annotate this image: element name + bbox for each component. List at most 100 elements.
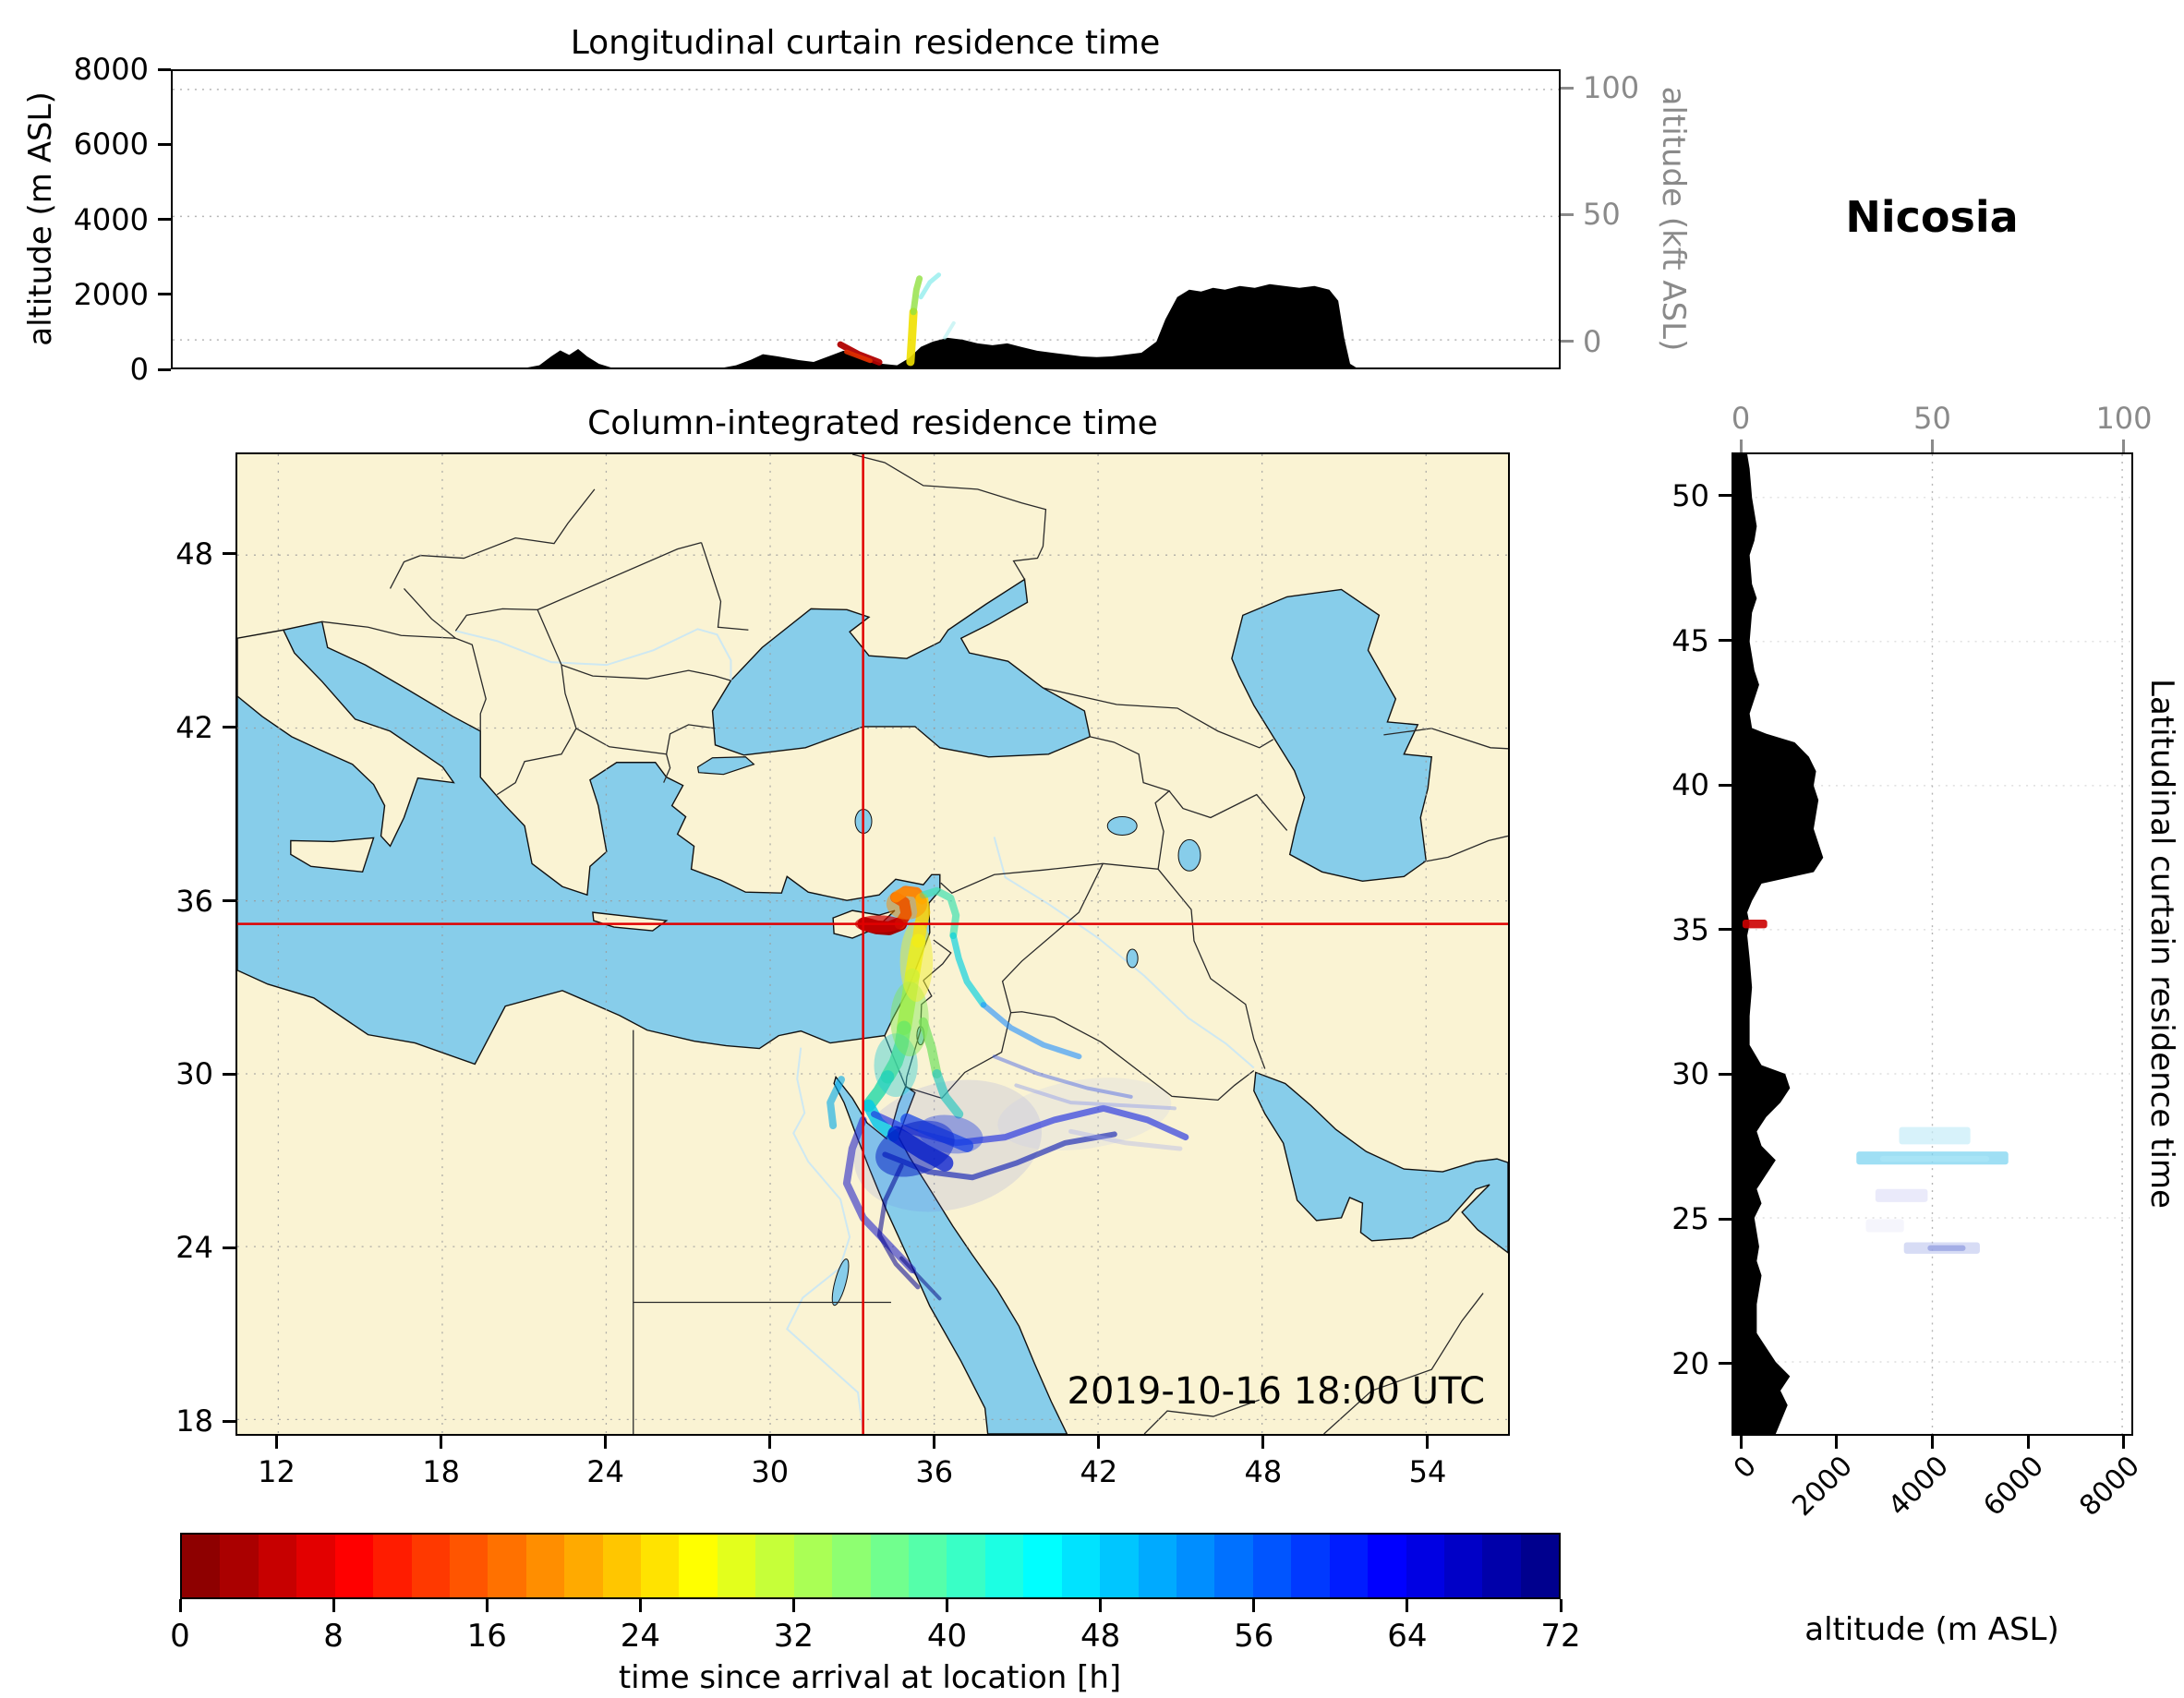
country-border — [454, 608, 562, 666]
tick-mark — [1719, 639, 1732, 643]
tick-label: 30 — [751, 1454, 790, 1489]
tick-mark — [1406, 1599, 1409, 1612]
country-border — [1423, 835, 1508, 862]
tick-label: 48 — [1244, 1454, 1283, 1489]
colorbar-segment — [1443, 1535, 1483, 1597]
tick-mark — [223, 1072, 235, 1076]
country-border — [905, 1011, 1255, 1102]
colorbar-segment — [564, 1535, 603, 1597]
tick-mark — [1426, 1436, 1430, 1449]
plume-patch — [1899, 1126, 1971, 1145]
tick-mark — [1719, 494, 1732, 498]
tick-label: 30 — [1671, 1056, 1709, 1092]
tick-mark — [1719, 1362, 1732, 1366]
colorbar-segment — [984, 1535, 1024, 1597]
colorbar-segment — [717, 1535, 756, 1597]
colorbar-segment — [373, 1535, 412, 1597]
tick-mark — [1835, 1436, 1839, 1449]
colorbar-segment — [182, 1535, 221, 1597]
country-border — [1001, 863, 1104, 1013]
tick-mark — [791, 1599, 795, 1612]
colorbar-label: time since arrival at location [h] — [618, 1659, 1122, 1696]
colorbar-segment — [832, 1535, 871, 1597]
land-italy — [237, 629, 455, 848]
plume-track — [899, 1256, 942, 1301]
country-border — [1371, 1293, 1484, 1391]
country-border — [1168, 790, 1288, 831]
tick-label: 16 — [466, 1618, 507, 1655]
plume-streak — [910, 275, 923, 316]
map-title: Column-integrated residence time — [587, 404, 1158, 442]
tick-mark — [1561, 212, 1574, 216]
colorbar-segment — [525, 1535, 565, 1597]
tick-label: 18 — [175, 1403, 213, 1439]
tick-mark — [440, 1436, 443, 1449]
tick-label: 35 — [1671, 911, 1709, 947]
plume-blob — [875, 1120, 955, 1177]
lat-panel-xlabel: altitude (m ASL) — [1804, 1611, 2059, 1648]
plume-streak — [918, 272, 942, 300]
country-border — [321, 620, 487, 731]
colorbar-segment — [793, 1535, 833, 1597]
plume-track — [919, 886, 960, 940]
longitudinal-curtain-panel — [171, 69, 1561, 369]
tick-label: 64 — [1387, 1618, 1428, 1655]
tick-label: 24 — [175, 1230, 213, 1266]
plume-track — [992, 1054, 1133, 1099]
tick-mark — [223, 1246, 235, 1249]
plume-track — [949, 932, 987, 1008]
tick-mark — [1561, 340, 1574, 343]
tick-mark — [1252, 1599, 1256, 1612]
tick-label: 50 — [1671, 477, 1709, 513]
lake-urmia — [1177, 838, 1201, 872]
tick-label: 48 — [175, 536, 213, 572]
country-border — [663, 753, 671, 783]
colorbar-segment — [1176, 1535, 1215, 1597]
sea-persian-gulf — [1253, 1071, 1508, 1254]
tick-mark — [1739, 440, 1743, 452]
colorbar-segment — [602, 1535, 642, 1597]
tick-mark — [1719, 783, 1732, 787]
tick-label: 8000 — [73, 52, 149, 87]
tick-label: 0 — [1583, 323, 1602, 359]
river-nile — [786, 1047, 865, 1434]
tick-label: 50 — [1583, 197, 1621, 233]
tick-label: 2000 — [73, 276, 149, 312]
plume-patch — [1927, 1245, 1966, 1251]
plume-track — [932, 1068, 964, 1119]
tick-label: 36 — [915, 1454, 954, 1489]
country-border — [1143, 1399, 1261, 1434]
plume-track — [1068, 1128, 1183, 1151]
plume-track — [1014, 1083, 1176, 1111]
map-panel — [235, 452, 1510, 1436]
tick-mark — [1561, 86, 1574, 90]
plume-blob — [918, 1114, 983, 1154]
country-borders — [321, 454, 1508, 1434]
country-border — [1383, 728, 1508, 750]
tick-mark — [223, 899, 235, 902]
plume-patch — [1742, 919, 1768, 929]
plume-streak — [906, 307, 918, 367]
terrain-profile-latitudinal — [1733, 454, 1824, 1434]
tick-label: 56 — [1234, 1618, 1274, 1655]
colorbar-segment — [641, 1535, 680, 1597]
country-border — [389, 488, 596, 589]
plume-track — [980, 1002, 1082, 1060]
country-border — [700, 542, 749, 631]
tick-mark — [1099, 1599, 1103, 1612]
lake-tharthar — [1126, 948, 1139, 969]
tick-label: 100 — [1583, 70, 1640, 106]
tick-mark — [332, 1599, 335, 1612]
tick-label: 0 — [129, 352, 149, 387]
tick-label: 4000 — [73, 201, 149, 237]
tick-label: 50 — [1913, 401, 1951, 436]
tick-mark — [178, 1599, 182, 1612]
tick-label: 12 — [258, 1454, 296, 1489]
tick-label: 30 — [175, 1056, 213, 1092]
tick-mark — [2026, 1436, 2030, 1449]
tick-mark — [604, 1436, 608, 1449]
tick-label: 45 — [1671, 622, 1709, 658]
colorbar-segment — [1406, 1535, 1444, 1597]
map-gridlines — [237, 454, 1508, 1434]
